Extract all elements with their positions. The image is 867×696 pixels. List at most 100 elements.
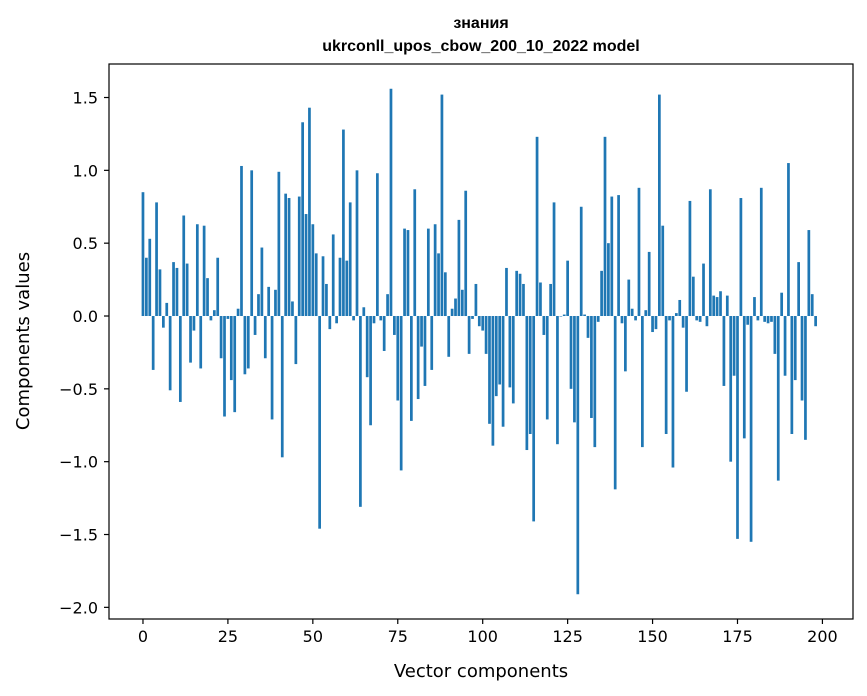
- bar-168: [712, 295, 716, 316]
- bar-56: [331, 234, 335, 316]
- bar-165: [702, 263, 705, 317]
- x-axis-ticks: 0 25 50 75 100 125 150 175 200: [138, 619, 838, 646]
- bar-93: [457, 219, 461, 317]
- bar-72: [386, 294, 389, 317]
- bar-5: [158, 269, 162, 316]
- x-tick-label: 50: [303, 627, 323, 646]
- bar-174: [732, 316, 736, 376]
- y-tick-label: 1.0: [73, 161, 98, 180]
- bar-32: [250, 170, 254, 317]
- bar-129: [579, 206, 583, 317]
- bar-187: [776, 316, 780, 481]
- bar-27: [233, 316, 237, 413]
- y-axis-label: Components values: [13, 252, 34, 430]
- bar-38: [270, 316, 274, 420]
- bar-123: [559, 316, 563, 317]
- bar-144: [630, 308, 634, 316]
- bar-15: [192, 316, 196, 331]
- x-tick-label: 100: [467, 627, 498, 646]
- bar-162: [691, 276, 695, 317]
- y-tick-label: 1.5: [73, 89, 98, 108]
- bar-90: [447, 316, 451, 357]
- bar-39: [274, 289, 277, 317]
- bar-188: [780, 292, 784, 317]
- bar-145: [634, 316, 637, 321]
- chart-title: знания: [453, 15, 508, 32]
- bar-33: [253, 316, 257, 335]
- bar-0: [141, 192, 145, 317]
- bar-180: [753, 297, 756, 317]
- bar-45: [294, 316, 298, 365]
- bar-9: [172, 262, 175, 317]
- bar-94: [460, 289, 464, 317]
- bar-68: [372, 316, 376, 324]
- bar-19: [206, 278, 209, 316]
- bar-85: [430, 316, 434, 370]
- bar-196: [807, 230, 811, 316]
- bar-125: [566, 260, 569, 316]
- bar-12: [182, 215, 186, 317]
- bar-152: [658, 94, 661, 317]
- bar-105: [498, 316, 502, 385]
- bar-183: [763, 316, 767, 322]
- bar-136: [603, 136, 607, 316]
- bar-143: [627, 279, 631, 317]
- bar-11: [178, 316, 182, 402]
- y-tick-label: 0.5: [73, 234, 98, 253]
- bar-159: [681, 316, 685, 328]
- bar-48: [304, 214, 308, 317]
- bar-14: [189, 316, 192, 363]
- bar-112: [522, 283, 525, 317]
- bar-18: [202, 225, 206, 316]
- bar-54: [325, 283, 328, 317]
- bar-137: [607, 243, 610, 316]
- bar-82: [420, 316, 423, 347]
- bar-109: [511, 316, 515, 404]
- bar-77: [403, 228, 406, 317]
- bar-66: [365, 316, 369, 378]
- bar-74: [393, 316, 396, 335]
- bar-110: [515, 270, 519, 317]
- bar-92: [454, 298, 457, 317]
- bar-127: [573, 316, 576, 423]
- bar-103: [491, 316, 495, 446]
- bar-47: [301, 122, 304, 317]
- bar-25: [226, 316, 230, 319]
- bar-95: [464, 190, 468, 317]
- bar-58: [338, 257, 342, 317]
- bar-186: [773, 316, 777, 354]
- bar-176: [739, 198, 743, 317]
- bar-4: [155, 202, 158, 317]
- bar-101: [484, 316, 488, 354]
- bar-173: [729, 316, 733, 462]
- bar-116: [535, 136, 539, 316]
- bar-86: [433, 224, 437, 317]
- bar-43: [287, 198, 291, 317]
- bar-3: [151, 316, 155, 370]
- bar-169: [715, 297, 719, 317]
- bar-108: [508, 316, 512, 388]
- bar-195: [804, 316, 807, 440]
- chart-subtitle: ukrconll_upos_cbow_200_10_2022 model: [322, 38, 639, 55]
- bars-layer: [141, 88, 817, 595]
- y-tick-label: 0.0: [73, 307, 98, 326]
- bar-171: [722, 316, 726, 386]
- bar-76: [399, 316, 403, 471]
- x-tick-label: 125: [552, 627, 583, 646]
- bar-83: [423, 316, 427, 386]
- bar-80: [413, 189, 417, 317]
- bar-178: [746, 316, 750, 325]
- bar-117: [539, 282, 542, 316]
- bar-141: [620, 316, 624, 324]
- bar-98: [474, 283, 478, 317]
- bar-26: [229, 316, 233, 381]
- x-tick-label: 75: [388, 627, 408, 646]
- bar-151: [654, 316, 658, 330]
- bar-179: [749, 316, 753, 542]
- bar-67: [369, 316, 372, 426]
- bar-155: [668, 316, 671, 321]
- bar-55: [328, 316, 332, 330]
- bar-118: [542, 316, 546, 335]
- bar-97: [471, 316, 474, 319]
- bar-170: [719, 291, 722, 316]
